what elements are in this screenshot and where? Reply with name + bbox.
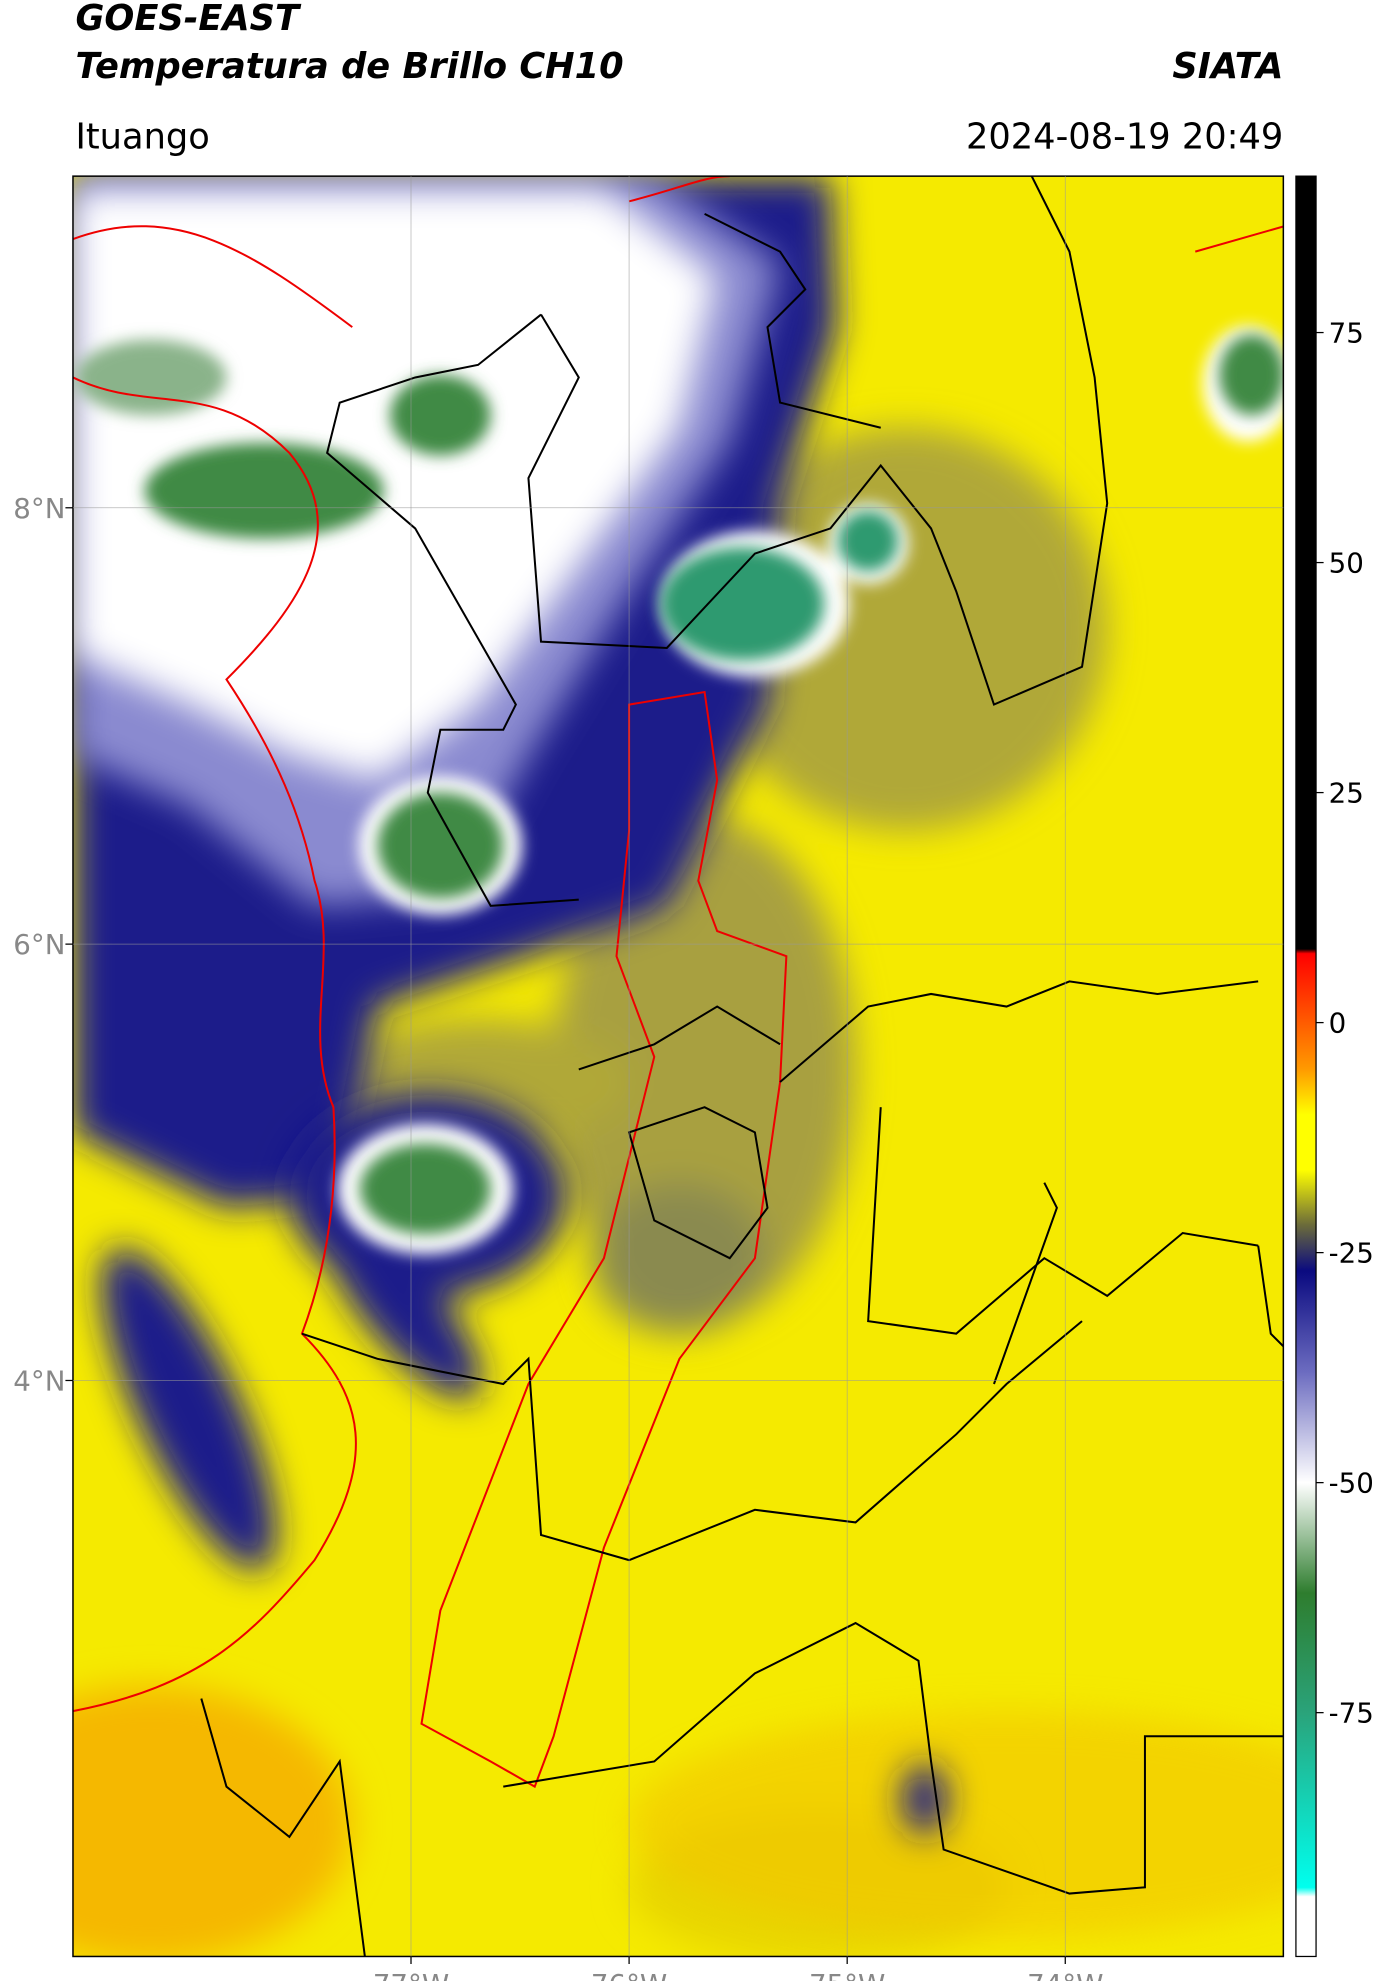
colorbar-tick-label: 0 bbox=[1329, 1007, 1347, 1040]
source: SIATA bbox=[1172, 46, 1283, 87]
colorbar-tick-label: 25 bbox=[1329, 777, 1364, 810]
datetime: 2024-08-19 20:49 bbox=[966, 116, 1283, 157]
colorbar-tick-label: 50 bbox=[1329, 547, 1364, 580]
map-frame bbox=[72, 175, 1285, 1958]
colorbar bbox=[1295, 175, 1317, 1958]
y-tick-label: 6°N bbox=[13, 928, 65, 961]
colorbar-tick-label: 75 bbox=[1329, 317, 1364, 350]
map-image bbox=[72, 176, 1284, 1957]
y-tick-label: 8°N bbox=[13, 492, 65, 525]
colorbar-tick-label: -75 bbox=[1329, 1697, 1374, 1730]
x-tick-label: 74°W bbox=[1027, 1968, 1103, 1981]
location: Ituango bbox=[75, 116, 209, 157]
title: GOES-EAST bbox=[75, 0, 302, 39]
subtitle: Temperatura de Brillo CH10 bbox=[75, 46, 623, 87]
y-tick-label: 4°N bbox=[13, 1365, 65, 1398]
x-tick-label: 75°W bbox=[809, 1968, 885, 1981]
x-tick-label: 77°W bbox=[373, 1968, 449, 1981]
x-tick-label: 76°W bbox=[591, 1968, 667, 1981]
colorbar-tick-label: -25 bbox=[1329, 1237, 1374, 1270]
colorbar-tick-label: -50 bbox=[1329, 1467, 1374, 1500]
